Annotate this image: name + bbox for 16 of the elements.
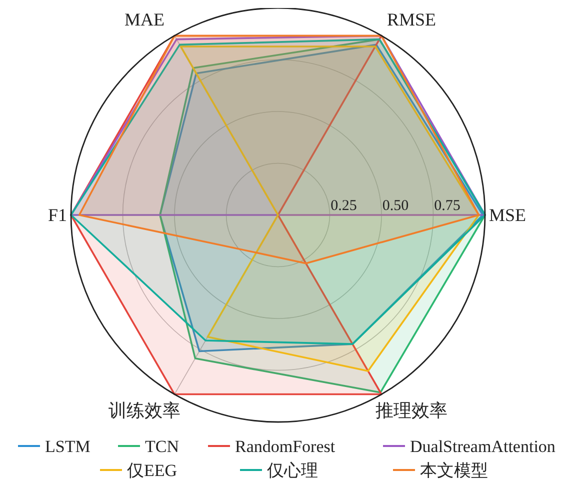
legend-label: 仅心理	[267, 461, 318, 480]
spoke-label: RMSE	[386, 10, 436, 30]
y-tick-label: 0.75	[434, 198, 460, 214]
legend-label: 本文模型	[420, 461, 488, 480]
spoke-label: MAE	[124, 10, 165, 30]
legend-label: LSTM	[45, 437, 90, 456]
legend-label: 仅EEG	[127, 461, 178, 480]
y-tick-label: 0.25	[330, 198, 357, 214]
y-tick-label: 0.50	[382, 198, 409, 214]
legend-label: TCN	[145, 437, 179, 456]
spoke-label: 推理效率	[376, 400, 448, 420]
spoke-label: MSE	[489, 205, 526, 225]
spoke-label: 训练效率	[108, 400, 180, 420]
spoke-label: F1	[48, 205, 67, 225]
legend-label: RandomForest	[235, 437, 336, 456]
legend-label: DualStreamAttention	[410, 437, 556, 456]
